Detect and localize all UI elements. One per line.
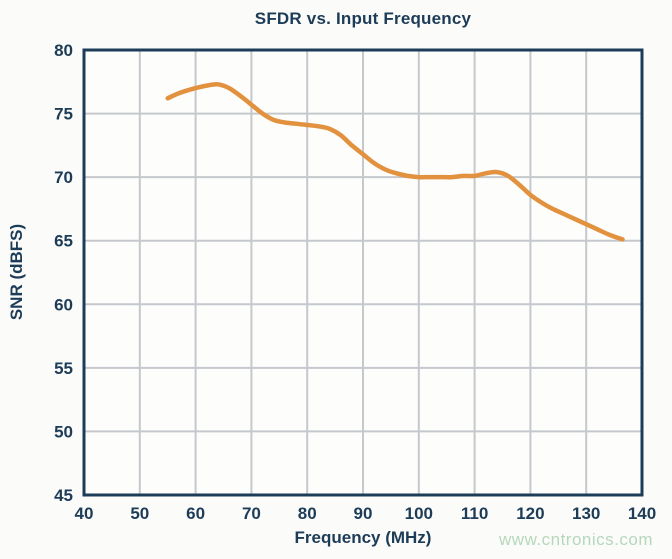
plot-border [82, 48, 644, 497]
watermark: www.cntronics.com [499, 530, 653, 549]
x-tick-label: 110 [461, 504, 488, 523]
x-tick-label: 40 [75, 504, 94, 523]
snr-curve [165, 81, 625, 242]
x-tick-label: 80 [298, 504, 317, 523]
x-tick-label: 130 [572, 504, 600, 523]
y-tick-label: 55 [54, 359, 73, 378]
y-axis-tick-labels: 45 50 55 60 65 70 75 80 [54, 41, 73, 505]
y-tick-label: 50 [54, 422, 73, 441]
y-tick-label: 60 [54, 295, 73, 314]
x-tick-label: 60 [186, 504, 205, 523]
y-tick-label: 70 [54, 168, 73, 187]
y-axis-title: SNR (dBFS) [7, 223, 26, 321]
chart-title: SFDR vs. Input Frequency [254, 9, 472, 28]
x-tick-label: 140 [628, 504, 656, 523]
y-tick-label: 45 [54, 486, 73, 505]
x-tick-label: 120 [516, 504, 544, 523]
x-tick-label: 100 [405, 504, 433, 523]
x-tick-label: 70 [242, 504, 261, 523]
y-tick-label: 75 [54, 105, 73, 124]
x-axis-tick-labels: 40 50 60 70 80 90 100 110 120 130 140 [75, 504, 657, 523]
x-tick-label: 50 [130, 504, 149, 523]
y-tick-label: 65 [54, 232, 73, 251]
x-tick-label: 90 [354, 504, 373, 523]
x-axis-title: Frequency (MHz) [294, 528, 432, 547]
y-tick-label: 80 [54, 41, 73, 60]
